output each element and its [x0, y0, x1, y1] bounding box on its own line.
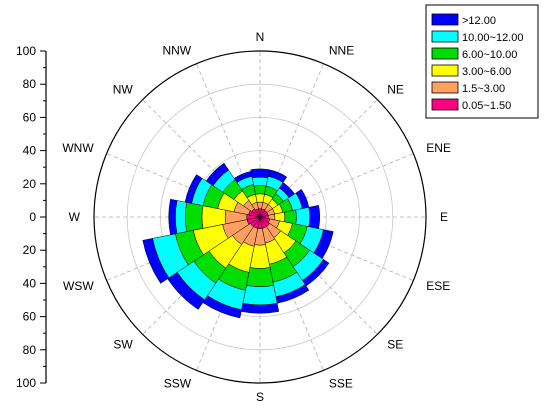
direction-label-ene: ENE	[426, 141, 451, 155]
sector-nw-bin-5	[205, 162, 229, 186]
legend-label: 3.00~6.00	[462, 66, 511, 78]
direction-label-sse: SSE	[329, 376, 353, 390]
direction-label-w: W	[69, 210, 81, 224]
sector-s-bin-3	[246, 267, 274, 287]
sector-wsw-bin-5	[142, 238, 170, 284]
sector-e-bin-4	[295, 206, 311, 228]
direction-label-wsw: WSW	[63, 279, 94, 293]
direction-label-nw: NW	[113, 83, 134, 97]
sector-nnw-bin-5	[233, 171, 253, 183]
radial-tick-label: 60	[23, 110, 37, 124]
wind-sectors	[142, 162, 334, 319]
sector-n-bin-5	[250, 168, 270, 179]
sector-w-bin-4	[175, 200, 188, 234]
direction-label-nne: NNE	[329, 44, 354, 58]
outer-ring	[93, 50, 427, 384]
direction-label-sw: SW	[113, 337, 133, 351]
legend: >12.00 10.00~12.00 6.00~10.00 3.00~6.00 1.5~…	[425, 4, 539, 119]
radial-tick-label: 0	[29, 210, 36, 224]
sector-wnw-bin-5	[184, 174, 203, 204]
radial-tick-label: 60	[23, 310, 37, 324]
legend-label: 1.5~3.00	[462, 83, 505, 95]
sector-w-bin-5	[168, 198, 178, 236]
radial-tick-label: 40	[23, 276, 37, 290]
legend-label: 0.05~1.50	[462, 100, 511, 112]
legend-swatch	[431, 13, 459, 26]
legend-swatch	[431, 81, 459, 94]
direction-label-se: SE	[387, 337, 403, 351]
legend-swatch	[431, 30, 459, 43]
sector-s-bin-5	[240, 302, 280, 314]
legend-label: 6.00~10.00	[462, 49, 517, 61]
sector-nne-bin-5	[267, 169, 288, 183]
grid-ring	[126, 83, 394, 351]
legend-swatch	[431, 47, 459, 60]
direction-label-s: S	[256, 390, 264, 404]
legend-label: >12.00	[462, 15, 496, 27]
legend-swatch	[431, 98, 459, 111]
direction-label-ne: NE	[387, 83, 404, 97]
direction-label-ese: ESE	[426, 279, 450, 293]
radial-tick-label: 100	[16, 44, 36, 58]
legend-swatch	[431, 64, 459, 77]
polar-grid	[93, 50, 427, 384]
sector-w-bin-3	[185, 202, 204, 232]
sector-n-bin-3	[253, 185, 267, 195]
radial-tick-label: 40	[23, 144, 37, 158]
sector-e-bin-5	[308, 205, 321, 229]
radial-tick-label: 20	[23, 243, 37, 257]
direction-label-wnw: WNW	[62, 141, 94, 155]
radial-tick-label: 80	[23, 77, 37, 91]
direction-label-ssw: SSW	[164, 376, 192, 390]
legend-label: 10.00~12.00	[462, 32, 523, 44]
direction-label-n: N	[256, 30, 265, 44]
direction-label-nnw: NNW	[162, 44, 191, 58]
sector-n-bin-4	[251, 176, 269, 187]
radial-axis: 100 80 60 40 20 0 20 40 60 80 100	[16, 44, 47, 390]
sector-s-bin-4	[242, 285, 278, 306]
radial-tick-label: 80	[23, 343, 37, 357]
direction-label-e: E	[440, 210, 448, 224]
radial-tick-label: 100	[16, 376, 36, 390]
radial-tick-label: 20	[23, 177, 37, 191]
direction-labels: N NNE NE ENE E ESE SE SSE S SSW SW WSW W WNW NW NNW	[62, 30, 451, 404]
